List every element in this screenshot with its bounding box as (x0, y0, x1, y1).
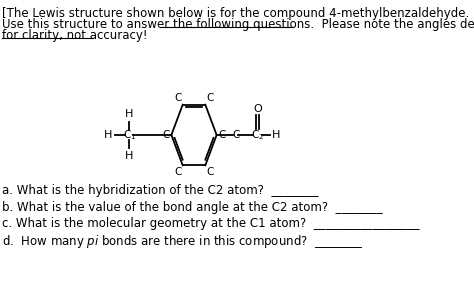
Text: H: H (103, 130, 112, 140)
Text: [The Lewis structure shown below is for the compound 4-methylbenzaldehyde.: [The Lewis structure shown below is for … (2, 7, 469, 20)
Text: $\mathregular{C_2}$: $\mathregular{C_2}$ (251, 128, 264, 142)
Text: C: C (174, 93, 182, 103)
Text: C: C (219, 130, 226, 140)
Text: C: C (174, 167, 182, 177)
Text: C: C (162, 130, 169, 140)
Text: for clarity, not accuracy!: for clarity, not accuracy! (2, 29, 147, 42)
Text: H: H (125, 109, 134, 119)
Text: C: C (232, 130, 239, 140)
Text: C: C (207, 93, 214, 103)
Text: d.  How many $\it{pi}$ bonds are there in this compound?  ________: d. How many $\it{pi}$ bonds are there in… (2, 233, 363, 250)
Text: a. What is the hybridization of the C2 atom?  ________: a. What is the hybridization of the C2 a… (2, 184, 319, 197)
Text: C: C (207, 167, 214, 177)
Text: H: H (272, 130, 280, 140)
Text: b. What is the value of the bond angle at the C2 atom?  ________: b. What is the value of the bond angle a… (2, 201, 383, 214)
Text: H: H (125, 151, 134, 161)
Text: $\mathregular{C_1}$: $\mathregular{C_1}$ (123, 128, 136, 142)
Text: O: O (253, 104, 262, 114)
Text: c. What is the molecular geometry at the C1 atom?  __________________: c. What is the molecular geometry at the… (2, 217, 419, 230)
Text: Use this structure to answer the following questions.  Please note the angles de: Use this structure to answer the followi… (2, 18, 474, 31)
